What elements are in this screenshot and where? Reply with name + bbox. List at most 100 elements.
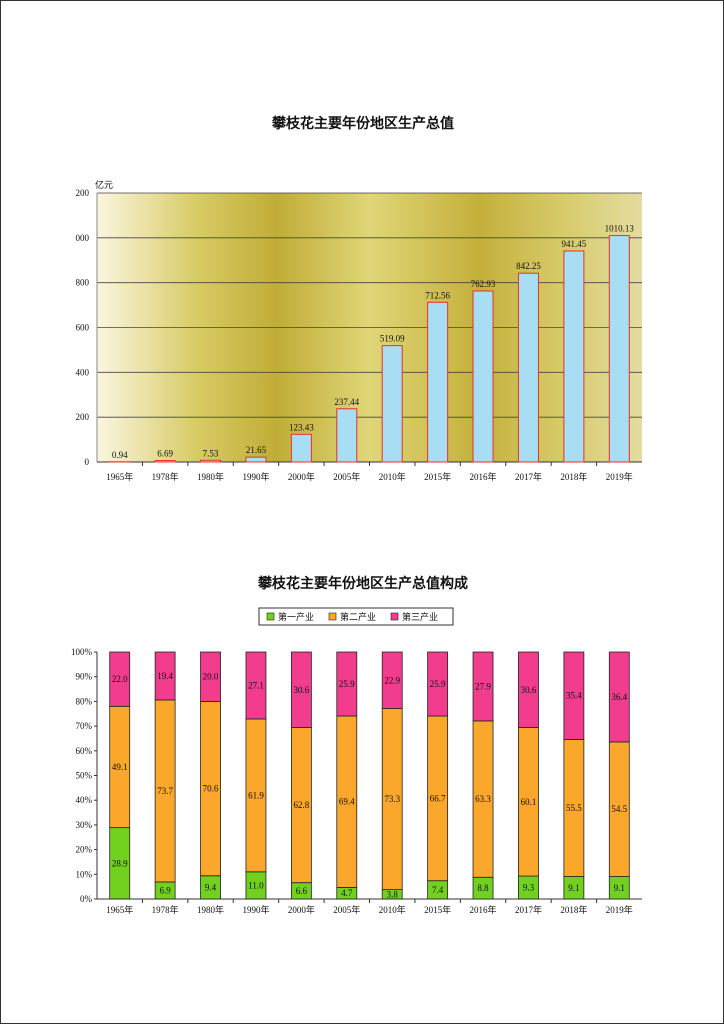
x-tick-label: 2017年: [515, 904, 542, 915]
x-tick-label: 1990年: [242, 471, 269, 482]
y-tick-label: 10%: [76, 869, 93, 879]
data-label: 3.8: [387, 889, 399, 899]
bar-segment: [563, 651, 585, 740]
data-label: 36.4: [611, 692, 627, 702]
bar: [563, 250, 585, 463]
data-label: 519.09: [380, 334, 405, 344]
data-label: 35.4: [566, 691, 582, 701]
data-label: 19.4: [157, 671, 173, 681]
data-label: 30.6: [294, 685, 310, 695]
bar: [336, 408, 358, 463]
y-tick-label: 30%: [76, 820, 93, 830]
y-tick-label: 600: [76, 323, 90, 333]
chart-2-title: 攀枝花主要年份地区生产总值构成: [258, 577, 468, 592]
data-label: 25.9: [430, 679, 446, 689]
bar-segment: [109, 651, 131, 707]
bar-segment: [245, 651, 267, 720]
bar-segment: [518, 651, 539, 728]
data-label: 61.9: [248, 790, 264, 800]
x-tick-label: 1978年: [152, 471, 179, 482]
data-label: 1010.13: [605, 224, 635, 234]
data-label: 21.65: [246, 445, 267, 455]
data-label: 0.94: [112, 450, 128, 460]
data-label: 712.56: [425, 290, 450, 300]
bar: [200, 459, 222, 463]
y-tick-label: 800: [76, 278, 90, 288]
x-tick-label: 2010年: [379, 471, 406, 482]
data-label: 762.93: [471, 279, 496, 289]
y-tick-label: 40%: [76, 795, 93, 805]
data-label: 6.9: [160, 885, 172, 895]
legend-swatch: [328, 612, 337, 621]
data-label: 27.1: [248, 680, 264, 690]
y-axis-unit: 亿元: [95, 179, 113, 190]
x-tick-label: 2017年: [515, 471, 542, 482]
data-label: 9.3: [523, 883, 535, 893]
data-label: 9.1: [614, 883, 625, 893]
data-label: 7.4: [432, 885, 444, 895]
data-label: 28.9: [112, 858, 128, 868]
legend-label: 第二产业: [340, 611, 376, 622]
data-label: 69.4: [339, 797, 355, 807]
bar-segment: [381, 651, 403, 709]
x-tick-label: 1978年: [152, 904, 179, 915]
data-label: 7.53: [203, 448, 219, 458]
data-label: 27.9: [475, 681, 491, 691]
legend-label: 第三产业: [402, 611, 438, 622]
x-tick-label: 2005年: [333, 904, 360, 915]
x-tick-label: 2018年: [560, 904, 587, 915]
data-label: 9.1: [568, 883, 579, 893]
x-tick-label: 2016年: [470, 471, 497, 482]
x-tick-label: 1980年: [197, 471, 224, 482]
x-tick-label: 1965年: [106, 471, 133, 482]
data-label: 4.7: [341, 888, 353, 898]
data-label: 6.69: [157, 449, 173, 459]
y-tick-label: 70%: [76, 721, 93, 731]
data-label: 20.0: [203, 672, 219, 682]
data-label: 62.8: [294, 800, 310, 810]
y-tick-label: 000: [76, 233, 90, 243]
x-tick-label: 1990年: [242, 904, 269, 915]
x-tick-label: 2018年: [560, 471, 587, 482]
data-label: 70.6: [203, 784, 219, 794]
y-tick-label: 50%: [76, 771, 93, 781]
data-label: 123.43: [289, 422, 314, 432]
legend-label: 第一产业: [278, 611, 314, 622]
data-label: 941.45: [562, 239, 587, 249]
bar: [245, 456, 267, 463]
bar: [154, 460, 176, 463]
chart-1-title: 攀枝花主要年份地区生产总值: [272, 117, 454, 132]
y-tick-label: 200: [76, 412, 90, 422]
bar-segment: [200, 651, 221, 702]
x-tick-label: 2019年: [606, 471, 633, 482]
x-tick-label: 2016年: [470, 904, 497, 915]
y-tick-label: 60%: [76, 746, 93, 756]
data-label: 9.4: [205, 882, 217, 892]
data-label: 60.1: [521, 797, 537, 807]
bar-segment: [472, 651, 494, 722]
legend: [258, 607, 454, 626]
legend-swatch: [390, 612, 399, 621]
data-label: 49.1: [112, 762, 128, 772]
bar: [472, 290, 494, 463]
bar-segment: [427, 651, 449, 717]
x-tick-label: 2015年: [424, 471, 451, 482]
bar: [290, 433, 312, 463]
data-label: 22.9: [384, 675, 400, 685]
data-label: 54.5: [611, 804, 627, 814]
y-tick-label: 0: [85, 457, 90, 467]
y-tick-label: 400: [76, 367, 90, 377]
bar: [517, 272, 539, 463]
y-tick-label: 0%: [80, 894, 93, 904]
data-label: 25.9: [339, 679, 355, 689]
data-label: 6.6: [296, 886, 308, 896]
bar-segment: [608, 651, 630, 743]
bar: [427, 301, 449, 463]
data-label: 237.44: [334, 397, 359, 407]
data-label: 55.5: [566, 803, 582, 813]
bar-segment: [154, 651, 176, 701]
y-tick-label: 90%: [76, 672, 93, 682]
data-label: 63.3: [475, 794, 491, 804]
